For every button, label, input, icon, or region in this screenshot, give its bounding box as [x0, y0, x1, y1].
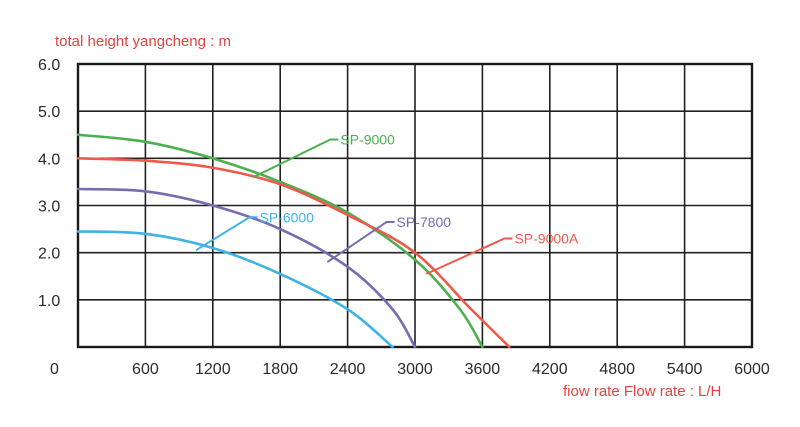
- x-tick-label: 1800: [262, 361, 298, 378]
- y-tick-label: 5.0: [38, 104, 60, 121]
- x-tick-label: 3600: [465, 361, 501, 378]
- y-axis-title: total height yangcheng : m: [55, 33, 231, 50]
- y-tick-label: 2.0: [38, 246, 60, 263]
- series-curve-sp-7800: [76, 187, 417, 349]
- series-label: SP-9000: [340, 131, 395, 147]
- series-curve-sp-6000: [76, 230, 394, 349]
- series-curves: [76, 133, 511, 349]
- annotation-leader-line: [425, 237, 513, 275]
- y-tick-label: 6.0: [38, 57, 60, 74]
- annotation-leader-line: [252, 138, 339, 179]
- x-tick-label: 4200: [532, 361, 568, 378]
- x-tick-label: 3000: [397, 361, 433, 378]
- y-tick-label: 4.0: [38, 151, 60, 168]
- series-label: SP-7800: [397, 214, 452, 230]
- x-tick-labels: 0 600 1200 1800 2400 3000 3600 4200 4800 5400 6000: [50, 361, 770, 378]
- y-tick-label: 1.0: [38, 293, 60, 310]
- x-tick-label: 5400: [667, 361, 703, 378]
- series-label: SP-9000A: [514, 231, 578, 247]
- x-tick-label: 4800: [599, 361, 635, 378]
- annotation-leader-line: [326, 221, 395, 263]
- x-tick-label: 0: [50, 361, 59, 378]
- x-tick-label: 600: [132, 361, 159, 378]
- x-tick-label: 1200: [195, 361, 231, 378]
- series-curve-sp-9000a: [76, 157, 511, 349]
- series-curve-sp-9000: [76, 133, 484, 349]
- annotation-leader-line: [195, 216, 258, 252]
- series-annotations: SP-9000 SP-9000A SP-7800 SP-6000: [195, 131, 579, 275]
- x-tick-label: 2400: [330, 361, 366, 378]
- x-axis-title: fiow rate Flow rate : L/H: [563, 383, 721, 400]
- y-tick-labels: 1.0 2.0 3.0 4.0 5.0 6.0: [38, 57, 60, 310]
- series-label: SP-6000: [259, 209, 314, 225]
- x-tick-label: 6000: [734, 361, 770, 378]
- y-tick-label: 3.0: [38, 199, 60, 216]
